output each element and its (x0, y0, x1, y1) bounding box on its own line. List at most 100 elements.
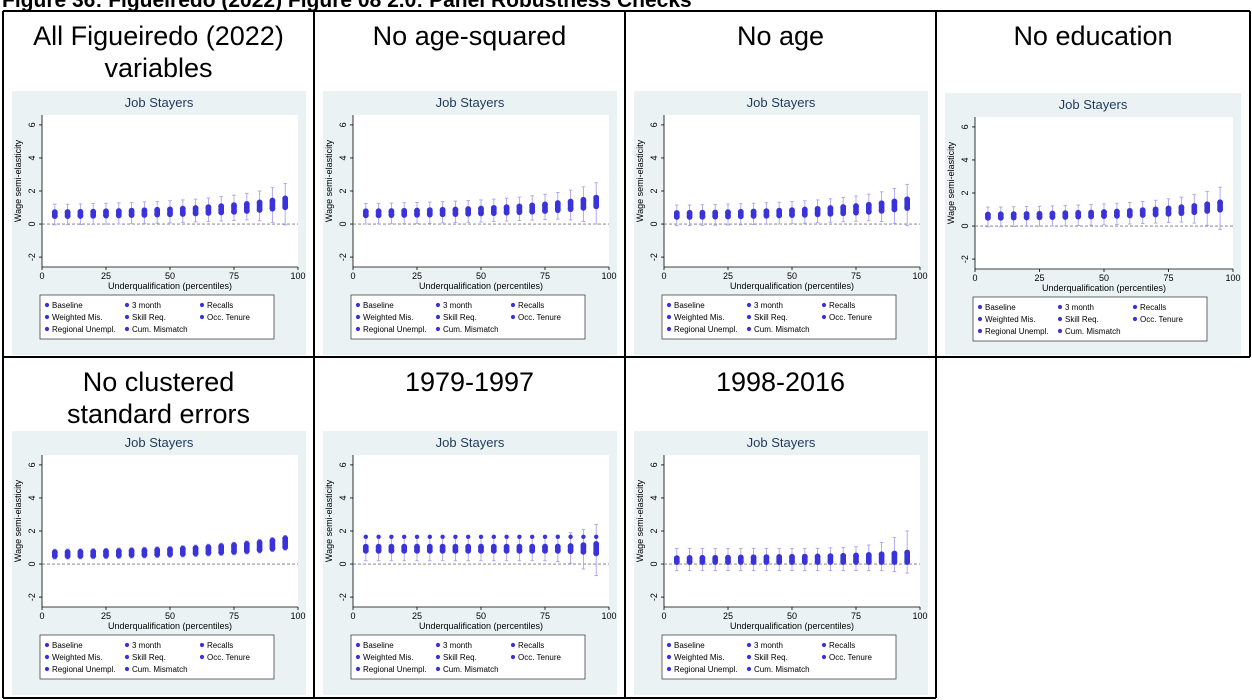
y-tick-label: 0 (649, 222, 659, 227)
y-tick-label: -2 (27, 253, 37, 261)
estimate-point (554, 192, 561, 220)
figure-title: Figure 36: Figueiredo (2022) Figure 08 2… (2, 0, 692, 11)
x-tick-label: 75 (540, 611, 550, 621)
legend-entry: Recalls (207, 641, 233, 650)
estimate-point (256, 538, 263, 554)
estimate-point (750, 547, 757, 572)
legend-marker (666, 654, 672, 660)
estimate-point (712, 547, 719, 572)
y-tick-label: 2 (960, 190, 970, 195)
estimate-point (904, 183, 911, 227)
x-tick-label: 25 (412, 611, 422, 621)
plot-area (664, 455, 920, 607)
y-tick-label: -2 (338, 253, 348, 261)
estimate-point (243, 540, 250, 555)
estimate-point (77, 203, 84, 225)
panel-cell: 1979-1997 Job Stayers 0 25 50 75 100 -2 0 2 4 6 Unde… (315, 358, 624, 697)
legend-entry: Recalls (829, 641, 855, 650)
y-tick-label: 4 (27, 495, 37, 500)
estimate-point (269, 537, 276, 553)
legend-entry: Cum. Mismatch (132, 325, 188, 334)
legend-marker (821, 302, 827, 308)
x-tick-label: 100 (601, 611, 616, 621)
column-heading: 1998-2016 (715, 367, 846, 397)
estimate-point-upper (363, 534, 368, 539)
y-tick-label: 2 (649, 528, 659, 533)
legend-marker (44, 302, 50, 308)
legend-marker (746, 642, 752, 648)
estimate-point (167, 200, 173, 224)
legend-marker (435, 642, 441, 648)
estimate-point (179, 199, 186, 223)
estimate-point (77, 548, 84, 560)
estimate-point (542, 193, 548, 221)
x-tick-label: 75 (229, 611, 239, 621)
estimate-point (827, 198, 834, 223)
estimate-point (103, 202, 109, 225)
x-tick-label: 25 (101, 611, 111, 621)
estimate-point (388, 202, 395, 225)
legend-marker (666, 642, 672, 648)
estimate-point (712, 203, 719, 226)
estimate-point (904, 530, 911, 574)
column-heading: 1979-1997 (404, 367, 535, 397)
legend-marker (44, 654, 50, 660)
estimate-point (516, 535, 523, 562)
x-tick-label: 25 (723, 271, 733, 281)
legend-box (350, 634, 586, 680)
y-tick-label: 2 (27, 188, 37, 193)
legend-entry: 3 month (754, 301, 783, 310)
estimate-point (1126, 201, 1133, 225)
legend-entry: Weighted Mis. (363, 653, 414, 662)
estimate-point (827, 547, 834, 572)
estimate-point-upper (504, 534, 509, 539)
legend-entry: Weighted Mis. (674, 653, 725, 662)
estimate-point (256, 190, 263, 222)
legend-entry: Occ. Tenure (207, 313, 251, 322)
chart-svg: Job Stayers 0 25 50 75 100 -2 0 2 4 6 Underqualific… (324, 95, 617, 340)
legend-marker (435, 654, 441, 660)
chart-panel: Job Stayers 0 25 50 75 100 -2 0 2 4 6 Underqualific… (12, 91, 306, 355)
y-tick-label: 0 (338, 222, 348, 227)
estimate-point (529, 535, 536, 562)
estimate-point (567, 189, 574, 221)
legend-marker (666, 302, 672, 308)
legend-entry: Cum. Mismatch (754, 325, 810, 334)
x-tick-label: 25 (1034, 273, 1044, 283)
y-tick-label: -2 (960, 255, 970, 263)
legend-entry: Cum. Mismatch (443, 665, 499, 674)
legend-entry: Weighted Mis. (52, 653, 103, 662)
estimate-point (699, 547, 706, 572)
legend-marker (1057, 328, 1063, 334)
legend-entry: Baseline (363, 301, 394, 310)
legend-entry: Cum. Mismatch (132, 665, 188, 674)
estimate-point (205, 197, 212, 222)
y-tick-label: 6 (27, 462, 37, 467)
y-axis-label: Wage semi-elasticity (635, 139, 645, 222)
estimate-point (686, 547, 693, 572)
chart-svg: Job Stayers 0 25 50 75 100 -2 0 2 4 6 Underqualific… (324, 435, 617, 680)
x-axis-label: Underqualification (percentiles) (108, 621, 232, 631)
legend-marker (124, 302, 130, 308)
estimate-point-upper (466, 534, 471, 539)
estimate-point (465, 200, 472, 223)
legend-marker (44, 642, 50, 648)
y-axis-label: Wage semi-elasticity (635, 479, 645, 562)
chart-title: Job Stayers (747, 435, 816, 450)
estimate-point-upper (376, 534, 381, 539)
estimate-point (269, 187, 276, 223)
legend-entry: Baseline (674, 641, 705, 650)
legend-entry: Regional Unempl. (52, 325, 116, 334)
estimate-point (1152, 199, 1159, 224)
estimate-point (414, 201, 420, 224)
x-tick-label: 50 (787, 271, 797, 281)
x-tick-label: 50 (476, 271, 486, 281)
legend-marker (746, 326, 752, 332)
legend-entry: Occ. Tenure (829, 313, 873, 322)
estimate-point (388, 535, 395, 562)
chart-svg: Job Stayers 0 25 50 75 100 -2 0 2 4 6 Underqualific… (13, 435, 306, 680)
x-tick-label: 25 (101, 271, 111, 281)
estimate-point (218, 196, 225, 222)
estimate-point (218, 542, 225, 556)
estimate-point (814, 547, 821, 572)
